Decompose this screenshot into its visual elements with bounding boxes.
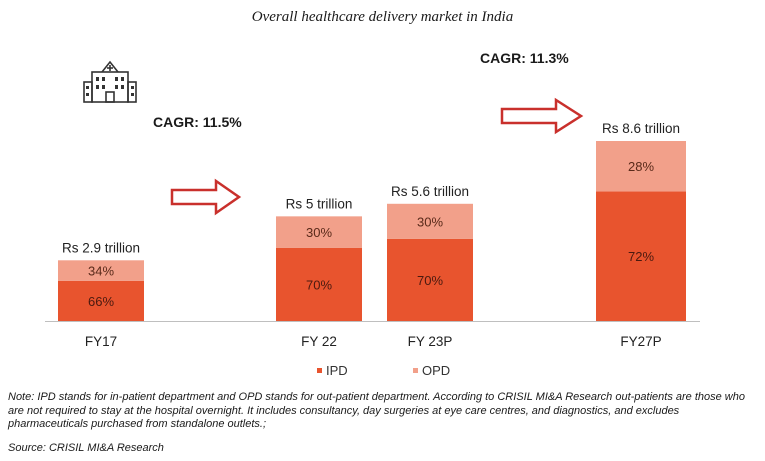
bar-label-ipd: 70% — [417, 273, 443, 288]
bar-segment-opd — [58, 260, 144, 281]
footnote: Note: IPD stands for in-patient departme… — [8, 391, 745, 430]
hospital-icon — [83, 60, 137, 103]
bar-label-ipd: 70% — [306, 277, 332, 292]
x-tick-label: FY 23P — [408, 334, 453, 349]
x-tick-label: FY17 — [85, 334, 117, 349]
bar-segment-opd — [596, 141, 686, 192]
bar-label-ipd: 66% — [88, 294, 114, 309]
cagr-label-1: CAGR: 11.5% — [153, 114, 242, 130]
bar-label-opd: 30% — [417, 214, 443, 229]
legend-item-ipd: IPD — [317, 363, 348, 378]
right-arrow-icon — [170, 178, 242, 216]
legend: IPD OPD — [0, 363, 765, 381]
bar-total-label: Rs 5 trillion — [286, 196, 353, 211]
bar-segment-ipd — [276, 247, 362, 321]
legend-label-opd: OPD — [422, 363, 451, 378]
bar-segment-opd — [276, 216, 362, 248]
legend-label-ipd: IPD — [326, 363, 348, 378]
source-note: Source: CRISIL MI&A Research — [8, 442, 164, 454]
legend-item-opd: OPD — [413, 363, 450, 378]
bar-segment-opd — [387, 203, 473, 239]
bar-label-opd: 28% — [628, 159, 654, 174]
cagr-label-2: CAGR: 11.3% — [480, 50, 569, 66]
bar-label-opd: 34% — [88, 264, 114, 279]
bar-total-label: Rs 5.6 trillion — [391, 184, 469, 199]
legend-swatch-ipd — [317, 368, 322, 373]
bar-segment-ipd — [387, 238, 473, 321]
legend-swatch-opd — [413, 368, 418, 373]
bar-label-ipd: 72% — [628, 249, 654, 264]
bar-segment-ipd — [58, 280, 144, 321]
bar-segment-ipd — [596, 191, 686, 321]
right-arrow-icon — [500, 97, 584, 135]
bar-total-label: Rs 2.9 trillion — [62, 240, 140, 255]
x-tick-label: FY27P — [620, 334, 661, 349]
bar-total-label: Rs 8.6 trillion — [602, 121, 680, 136]
chart-title: Overall healthcare delivery market in In… — [251, 9, 514, 25]
x-tick-label: FY 22 — [301, 334, 337, 349]
bar-label-opd: 30% — [306, 225, 332, 240]
